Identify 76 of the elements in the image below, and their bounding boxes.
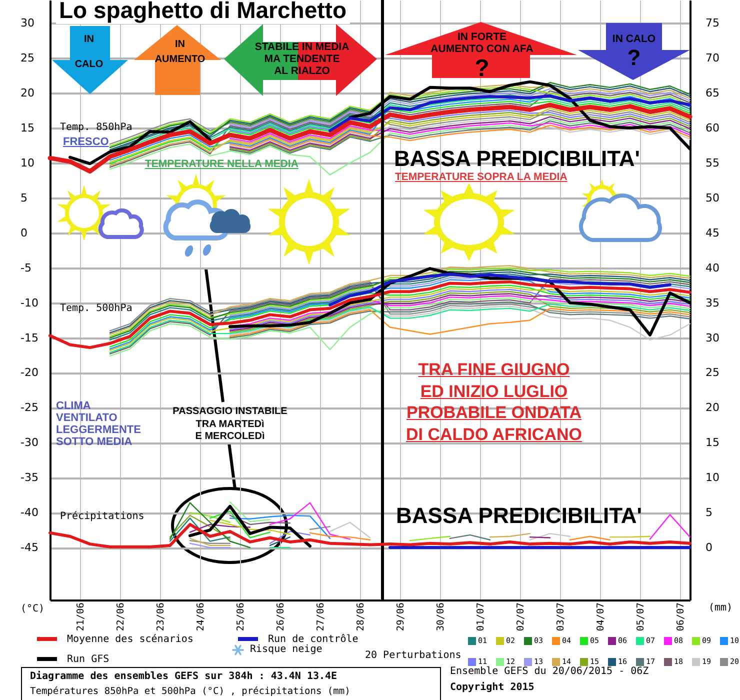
annotation: FRESCO: [63, 136, 109, 148]
y2-tick-label: 30: [706, 331, 720, 344]
annotation: Temp. 500hPa: [60, 303, 132, 314]
x-tick-label: 30/06: [436, 602, 446, 632]
y2-tick-label: 35: [706, 296, 720, 310]
text: Copyright 2015: [450, 682, 534, 693]
y-tick-label: 30: [20, 16, 34, 30]
x-tick-label: 22/06: [116, 602, 126, 632]
x-tick-label: 25/06: [236, 602, 246, 632]
legend-title: 20 Perturbations: [365, 650, 462, 661]
x-tick-label: 28/06: [356, 602, 366, 632]
annotation: TRA FINE GIUGNO ED INIZIO LUGLIO PROBABILE ONDATA DI CALDO AFRICANO: [406, 360, 582, 444]
annotation: Temp. 850hPa: [60, 122, 132, 133]
x-tick-label: 21/06: [76, 602, 86, 632]
y2-tick-label: 40: [706, 261, 720, 274]
annotation: IN CALO: [612, 33, 656, 45]
y-tick-label: -30: [20, 436, 38, 450]
annotation: PASSAGGIO INSTABILE TRA MARTEDì E MERCOLEDì: [172, 406, 288, 442]
y-tick-label: -25: [20, 401, 38, 414]
y-tick-label: -45: [20, 541, 38, 554]
annotation: TEMPERATURE SOPRA LA MEDIA: [395, 171, 568, 183]
annotation: Précipitations: [60, 511, 144, 522]
x-tick-label: 06/07: [676, 602, 686, 632]
annotation: BASSA PREDICIBILITA': [396, 503, 642, 528]
y-tick-label: 0: [20, 226, 28, 240]
y2-tick-label: 55: [706, 156, 720, 170]
y-tick-label: -20: [20, 366, 38, 380]
y2-tick-label: 15: [706, 436, 720, 450]
x-tick-label: 03/07: [556, 602, 566, 632]
x-tick-label: 23/06: [156, 602, 166, 632]
text: Températures 850hPa et 500hPa (°C) , précipitations (mm): [30, 686, 350, 697]
y2-tick-label: 5: [706, 506, 712, 520]
chart-title: Lo spaghetto di Marchetto: [59, 0, 346, 23]
x-tick-label: 26/06: [276, 602, 286, 632]
annotation: IN AUMENTO: [154, 39, 206, 65]
y-axis-title: (°C): [20, 604, 45, 614]
y-tick-label: -15: [20, 331, 38, 344]
y2-tick-label: 20: [706, 401, 720, 414]
x-tick-label: 24/06: [196, 602, 206, 632]
y-tick-label: -35: [20, 471, 38, 484]
y2-tick-label: 45: [706, 226, 720, 240]
y2-tick-label: 10: [706, 471, 720, 484]
y2-tick-label: 65: [706, 86, 720, 100]
x-tick-label: 04/07: [596, 602, 606, 632]
y-tick-label: 10: [20, 156, 34, 170]
y2-tick-label: 75: [706, 16, 720, 30]
x-tick-label: 02/07: [516, 602, 526, 632]
y-tick-label: -5: [20, 261, 32, 274]
text: IN CALO: [74, 34, 104, 70]
annotation: BASSA PREDICIBILITA': [394, 146, 640, 171]
x-tick-label: 27/06: [316, 602, 326, 632]
y2-axis-title: (mm): [708, 602, 733, 614]
y-tick-label: 5: [20, 191, 28, 204]
y-tick-label: -40: [20, 506, 38, 520]
x-tick-label: 05/07: [636, 602, 646, 632]
y2-tick-label: 50: [706, 191, 720, 204]
legend-label: Run GFS: [67, 654, 110, 665]
annotation: IN FORTE AUMENTO CON AFA ?: [430, 31, 534, 82]
text: Risque neige: [250, 644, 322, 655]
y-tick-label: 20: [20, 86, 34, 100]
annotation: CLIMA VENTILATO LEGGERMENTE SOTTO MEDIA: [56, 400, 141, 448]
y2-tick-label: 70: [706, 52, 720, 65]
y2-tick-label: 60: [706, 121, 720, 134]
text: ?: [627, 45, 641, 70]
x-tick-label: 29/06: [396, 602, 406, 632]
legend-label: Run de contrôle: [268, 634, 358, 645]
y-tick-label: 15: [20, 121, 34, 134]
text: Diagramme des ensembles GEFS sur 384h : 43.4N 13.4E: [30, 671, 338, 682]
y2-tick-label: 25: [706, 366, 720, 380]
y-tick-label: -10: [20, 296, 38, 310]
y2-tick-label: 0: [706, 541, 712, 554]
x-tick-label: 01/07: [476, 602, 486, 632]
text: Ensemble GEFS du 20/06/2015 - 06Z: [450, 666, 649, 677]
annotation: TEMPERATURE NELLA MEDIA: [145, 158, 298, 170]
y-tick-label: 25: [20, 52, 34, 65]
legend-label: Moyenne des scénarios: [67, 634, 194, 645]
